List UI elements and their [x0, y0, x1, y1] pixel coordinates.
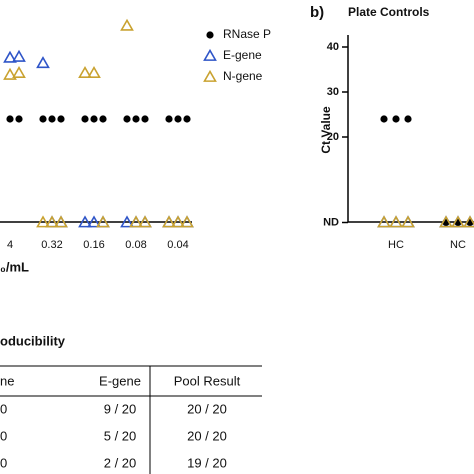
table-title: oducibility	[0, 333, 66, 348]
point	[6, 115, 14, 123]
point	[12, 65, 26, 79]
point	[78, 65, 92, 79]
y-tick-label: 40	[327, 41, 339, 53]
point	[162, 215, 176, 228]
point	[87, 215, 101, 228]
point	[36, 215, 50, 228]
y-axis-label: Ct Value	[319, 106, 333, 154]
y-tick-label: 20	[327, 131, 339, 143]
point	[141, 115, 149, 123]
table-cell: 2 / 20	[104, 455, 137, 470]
table-cell: 5 / 20	[104, 428, 137, 443]
table-cell: 0	[0, 428, 7, 443]
legend-label: RNase P	[223, 27, 271, 41]
table-cell: 0	[0, 455, 7, 470]
point	[404, 115, 412, 123]
x-tick-label: 0.08	[125, 239, 146, 251]
point	[39, 115, 47, 123]
point	[36, 56, 50, 69]
point	[392, 115, 400, 123]
point	[90, 115, 98, 123]
table-header: Pool Result	[174, 373, 241, 388]
y-tick-label: ND	[323, 216, 339, 228]
point	[389, 215, 403, 228]
point	[48, 115, 56, 123]
point	[123, 115, 131, 123]
point	[120, 18, 134, 31]
point	[87, 65, 101, 79]
point	[3, 50, 17, 63]
table-cell: 9 / 20	[104, 401, 137, 416]
point	[129, 215, 143, 228]
legend-marker	[203, 69, 217, 82]
table-cell: 20 / 20	[187, 428, 227, 443]
x-tick-label: 0.16	[83, 239, 104, 251]
point	[54, 215, 68, 228]
point	[78, 215, 92, 228]
table-cell: 19 / 20	[187, 455, 227, 470]
point	[96, 215, 110, 228]
legend-label: N-gene	[223, 69, 263, 83]
table-cell: 0	[0, 401, 7, 416]
x-tick-label: 0.32	[41, 239, 62, 251]
table-header: E-gene	[99, 373, 141, 388]
legend-marker	[206, 31, 214, 39]
point	[99, 115, 107, 123]
point	[451, 215, 465, 228]
point	[15, 115, 23, 123]
point	[463, 215, 474, 228]
point	[138, 215, 152, 228]
x-tick-label: NC	[450, 239, 466, 251]
point	[401, 215, 415, 228]
point	[377, 215, 391, 228]
point	[165, 115, 173, 123]
table-header: ne	[0, 373, 14, 388]
point	[439, 215, 453, 228]
point	[171, 215, 185, 228]
table-cell: 20 / 20	[187, 401, 227, 416]
point	[12, 49, 26, 62]
x-tick-label: 4	[7, 239, 13, 251]
point	[132, 115, 140, 123]
point	[174, 115, 182, 123]
legend-label: E-gene	[223, 48, 262, 62]
x-tick-label: HC	[388, 239, 404, 251]
point	[180, 215, 194, 228]
x-tick-label: 0.04	[167, 239, 188, 251]
y-tick-label: 30	[327, 86, 339, 98]
point	[57, 115, 65, 123]
panel-label: b)	[310, 4, 324, 21]
point	[45, 215, 59, 228]
point	[3, 67, 17, 80]
panel-title: Plate Controls	[348, 5, 430, 19]
point	[183, 115, 191, 123]
point	[380, 115, 388, 123]
point	[120, 215, 134, 228]
legend-marker	[203, 48, 217, 61]
point	[81, 115, 89, 123]
x-axis-label: ₀/mL	[0, 259, 29, 274]
